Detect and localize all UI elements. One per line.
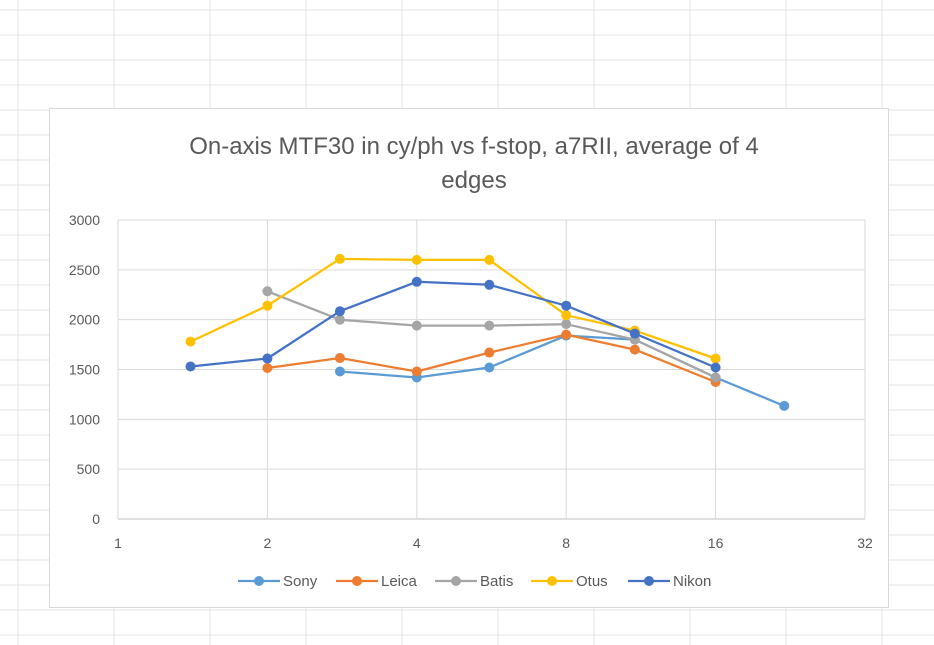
data-point-leica[interactable] [411, 366, 422, 377]
legend-marker-nikon [644, 576, 654, 586]
x-tick-label: 2 [264, 535, 272, 551]
data-point-otus[interactable] [334, 253, 345, 264]
series-lines [185, 253, 790, 411]
data-point-leica[interactable] [484, 347, 495, 358]
series-nikon [185, 276, 721, 373]
y-tick-label: 500 [77, 461, 101, 477]
data-point-nikon[interactable] [334, 306, 345, 317]
y-tick-label: 3000 [69, 212, 100, 228]
series-sony [334, 330, 790, 411]
data-point-otus[interactable] [484, 254, 495, 265]
legend-item-batis[interactable]: Batis [435, 573, 513, 590]
legend-marker-batis [451, 576, 461, 586]
x-tick-label: 16 [708, 535, 724, 551]
data-point-leica[interactable] [262, 363, 273, 374]
data-point-nikon[interactable] [629, 328, 640, 339]
data-point-otus[interactable] [185, 336, 196, 347]
chart-title-line-1: On-axis MTF30 in cy/ph vs f-stop, a7RII,… [189, 133, 759, 160]
x-tick-label: 8 [562, 535, 570, 551]
data-point-sony[interactable] [484, 362, 495, 373]
series-line-nikon [190, 280, 717, 369]
data-point-otus[interactable] [262, 300, 273, 311]
data-point-leica[interactable] [561, 329, 572, 340]
series-line-leica [267, 333, 717, 384]
data-point-otus[interactable] [561, 310, 572, 321]
data-point-batis[interactable] [710, 372, 721, 383]
data-point-nikon[interactable] [484, 279, 495, 290]
y-tick-label: 2500 [69, 262, 100, 278]
data-point-batis[interactable] [484, 320, 495, 331]
data-point-batis[interactable] [262, 286, 273, 297]
y-tick-label: 2000 [69, 312, 100, 328]
legend-label-nikon: Nikon [673, 573, 711, 590]
chart-title-line-2: edges [441, 167, 506, 194]
legend-label-leica: Leica [381, 573, 418, 590]
x-tick-label: 1 [114, 535, 122, 551]
x-tick-label: 4 [413, 535, 421, 551]
legend-item-sony[interactable]: Sony [238, 573, 318, 590]
legend-label-sony: Sony [283, 573, 318, 590]
legend-item-nikon[interactable]: Nikon [628, 573, 711, 590]
axes: 0 500 1000 1500 2000 2500 3000 1 2 4 8 16 32 [69, 212, 873, 551]
data-point-sony[interactable] [779, 400, 790, 411]
data-point-nikon[interactable] [262, 353, 273, 364]
legend-marker-leica [352, 576, 362, 586]
data-point-nikon[interactable] [411, 276, 422, 287]
x-tick-label: 32 [857, 535, 873, 551]
legend-item-otus[interactable]: Otus [531, 573, 608, 590]
data-point-nikon[interactable] [710, 362, 721, 373]
legend-marker-otus [547, 576, 557, 586]
legend-label-otus: Otus [576, 573, 608, 590]
data-point-batis[interactable] [334, 314, 345, 325]
series-leica [262, 329, 721, 387]
data-point-nikon[interactable] [185, 361, 196, 372]
data-point-batis[interactable] [411, 320, 422, 331]
data-point-nikon[interactable] [561, 300, 572, 311]
data-point-otus[interactable] [710, 353, 721, 364]
data-point-sony[interactable] [334, 366, 345, 377]
chart-area[interactable]: On-axis MTF30 in cy/ph vs f-stop, a7RII,… [49, 108, 889, 608]
line-chart: On-axis MTF30 in cy/ph vs f-stop, a7RII,… [69, 133, 873, 590]
data-point-batis[interactable] [561, 319, 572, 330]
y-tick-label: 0 [92, 511, 100, 527]
data-point-leica[interactable] [629, 344, 640, 355]
data-point-leica[interactable] [334, 353, 345, 364]
y-tick-label: 1000 [69, 411, 100, 427]
legend-marker-sony [254, 576, 264, 586]
legend: Sony Leica Batis Otus Nikon [238, 573, 711, 590]
legend-label-batis: Batis [480, 573, 513, 590]
data-point-otus[interactable] [411, 254, 422, 265]
legend-item-leica[interactable]: Leica [336, 573, 418, 590]
y-tick-label: 1500 [69, 362, 100, 378]
